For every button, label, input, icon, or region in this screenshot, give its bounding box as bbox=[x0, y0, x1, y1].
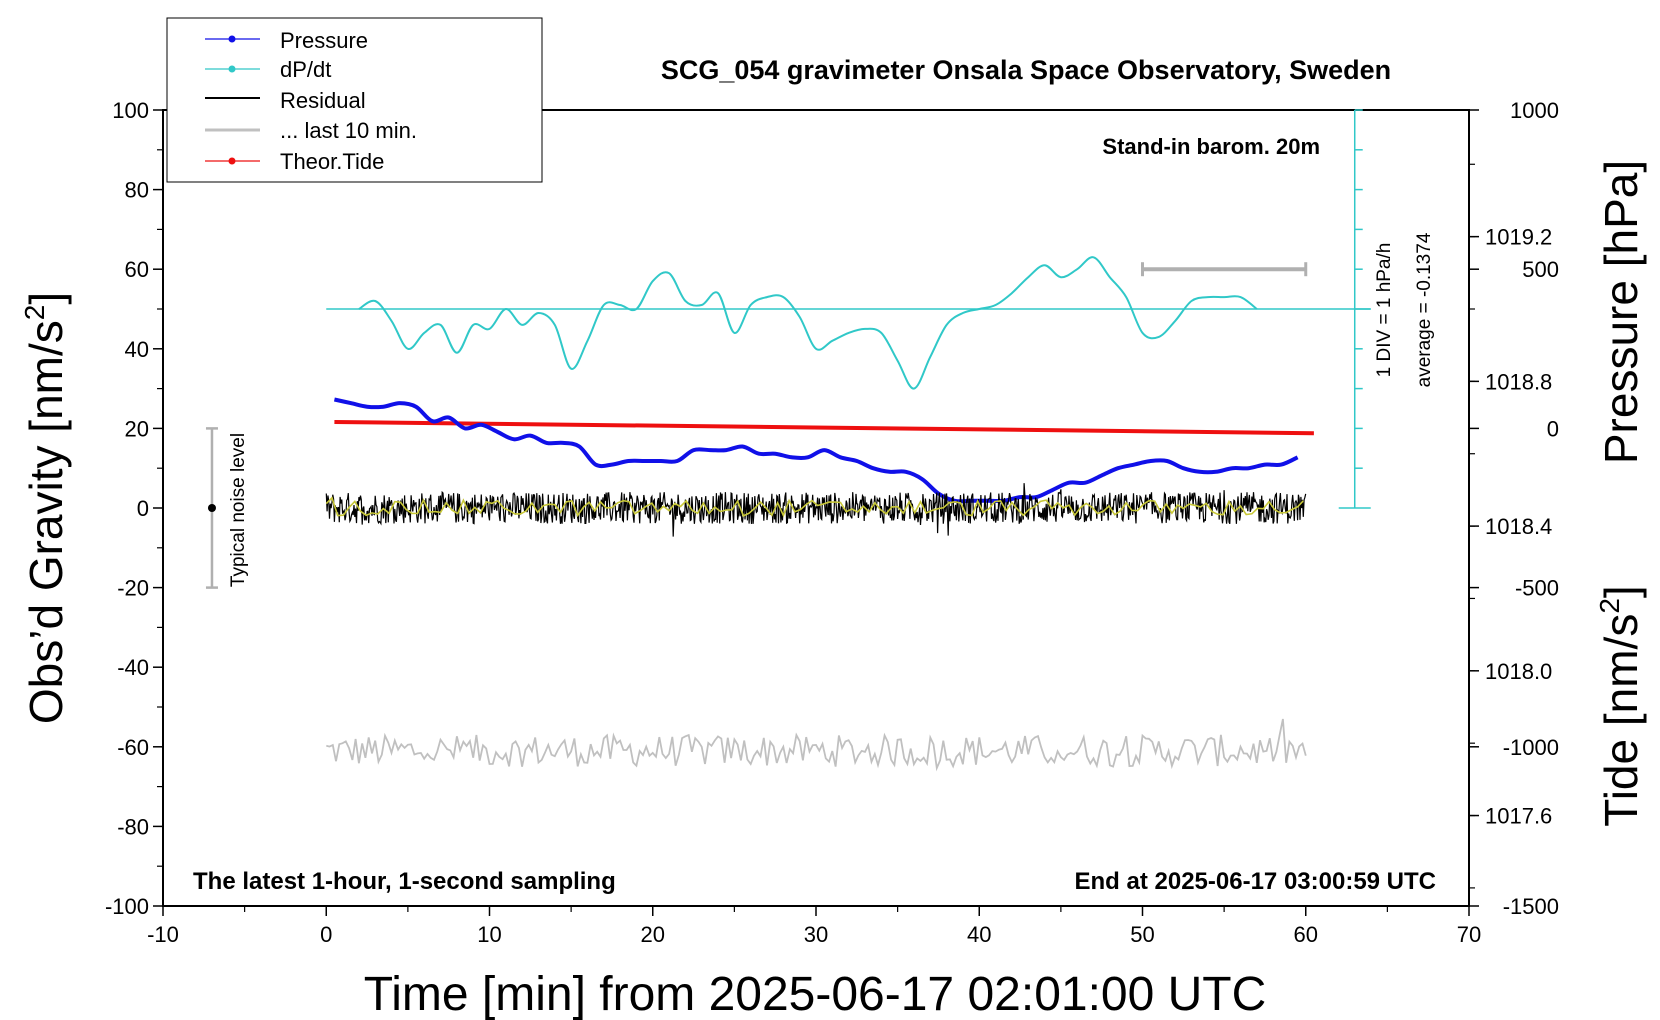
x-tick-label: 60 bbox=[1294, 922, 1318, 947]
y-axis-title-left-sup: 2 bbox=[19, 305, 50, 321]
series-dpdt bbox=[358, 256, 1258, 390]
tide-axis-title-sup: 2 bbox=[1594, 598, 1625, 614]
y-axis-title-left-main: Obs’d Gravity [nm/s bbox=[20, 320, 72, 724]
legend-entry-dpdt: dP/dt bbox=[205, 57, 331, 82]
legend-entry-residual: Residual bbox=[205, 88, 366, 113]
noise-level-label: Typical noise level bbox=[228, 433, 249, 587]
end-time-note: End at 2025-06-17 03:00:59 UTC bbox=[1075, 868, 1437, 895]
series-pressure bbox=[333, 397, 1299, 504]
pressure-axis-title: Pressure [hPa] bbox=[1595, 160, 1647, 464]
y-tick-label: 20 bbox=[125, 416, 149, 441]
tide-axis-title-main: Tide [nm/s bbox=[1595, 614, 1647, 827]
svg-text:dP/dt: dP/dt bbox=[280, 57, 331, 82]
legend-entry-last10: ... last 10 min. bbox=[205, 118, 417, 143]
x-tick-label: 50 bbox=[1130, 922, 1154, 947]
series-residual bbox=[325, 483, 1307, 537]
svg-text:Residual: Residual bbox=[280, 88, 366, 113]
series-previous-residual bbox=[326, 718, 1307, 772]
svg-text:... last 10 min.: ... last 10 min. bbox=[280, 118, 417, 143]
series-layer bbox=[205, 109, 1371, 772]
tide-tick-label: 500 bbox=[1522, 257, 1559, 282]
y-tick-label: 0 bbox=[137, 496, 149, 521]
y-tick-label: 40 bbox=[125, 337, 149, 362]
pressure-tick-label: 1017.6 bbox=[1485, 804, 1552, 829]
svg-text:Theor.Tide: Theor.Tide bbox=[280, 149, 384, 174]
y-tick-label: -20 bbox=[117, 576, 149, 601]
x-tick-label: 10 bbox=[477, 922, 501, 947]
pressure-tick-label: 1018.8 bbox=[1485, 369, 1552, 394]
tide-axis-title-tail: ] bbox=[1595, 585, 1647, 598]
barometer-note: Stand-in barom. 20m bbox=[1102, 134, 1320, 159]
legend-entry-tide: Theor.Tide bbox=[205, 149, 384, 174]
y-tick-label: 60 bbox=[125, 257, 149, 282]
tide-axis-title: Tide [nm/s2] bbox=[1594, 585, 1647, 826]
legend-entry-pressure: Pressure bbox=[205, 28, 368, 53]
series-last10 bbox=[325, 496, 1304, 518]
x-tick-label: 0 bbox=[320, 922, 332, 947]
y-tick-label: -60 bbox=[117, 735, 149, 760]
div-note: 1 DIV = 1 hPa/h bbox=[1374, 243, 1395, 378]
tide-tick-label: -500 bbox=[1515, 576, 1559, 601]
legend-box bbox=[166, 17, 543, 183]
x-tick-label: -10 bbox=[147, 922, 179, 947]
y-axis-title-left: Obs’d Gravity [nm/s2] bbox=[19, 292, 72, 724]
x-tick-label: 30 bbox=[804, 922, 828, 947]
axis-ticks: -10 0 10 20 30 40 50 60 70100806040200-20-40-60-… bbox=[105, 98, 1559, 947]
tide-tick-label: 1000 bbox=[1510, 98, 1559, 123]
pressure-tick-label: 1018.4 bbox=[1485, 514, 1552, 539]
tide-tick-label: -1500 bbox=[1503, 894, 1559, 919]
x-tick-label: 70 bbox=[1457, 922, 1481, 947]
pressure-tick-label: 1018.0 bbox=[1485, 659, 1552, 684]
average-note: average = -0.1374 bbox=[1414, 232, 1435, 387]
chart-title: SCG_054 gravimeter Onsala Space Observat… bbox=[661, 55, 1391, 85]
x-tick-label: 20 bbox=[641, 922, 665, 947]
y-axis-title-left-tail: ] bbox=[20, 292, 72, 305]
y-tick-label: 100 bbox=[112, 98, 149, 123]
tide-tick-label: -1000 bbox=[1503, 735, 1559, 760]
legend: Pressure dP/dt Residual ... last 10 min.… bbox=[166, 17, 543, 183]
pressure-tick-label: 1019.2 bbox=[1485, 225, 1552, 250]
tide-tick-label: 0 bbox=[1547, 416, 1559, 441]
svg-text:Pressure: Pressure bbox=[280, 28, 368, 53]
noise-bar-center bbox=[207, 504, 216, 512]
y-tick-label: -80 bbox=[117, 814, 149, 839]
y-tick-label: -100 bbox=[105, 894, 149, 919]
x-tick-label: 40 bbox=[967, 922, 991, 947]
y-tick-label: -40 bbox=[117, 655, 149, 680]
x-axis-title: Time [min] from 2025-06-17 02:01:00 UTC bbox=[364, 968, 1267, 1020]
sampling-note: The latest 1-hour, 1-second sampling bbox=[193, 868, 616, 895]
y-tick-label: 80 bbox=[125, 178, 149, 203]
